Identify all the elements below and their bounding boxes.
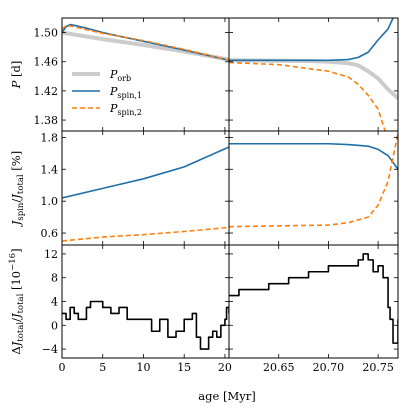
- x-tick-label: 10: [136, 361, 150, 374]
- y-tick-label: 1.4: [41, 163, 59, 176]
- y-tick-label: 0: [51, 319, 58, 332]
- panel-frame-left: [61, 130, 230, 246]
- x-tick-label: 20.70: [313, 361, 345, 374]
- x-tick-label: 5: [99, 361, 106, 374]
- panel-2: 0.6 1.0 1.4 1.8 Jspin/Jtotal [%]: [9, 130, 399, 246]
- x-tick-label: 20.75: [362, 361, 394, 374]
- series-orb-right: [229, 58, 398, 100]
- series-spin2-right: [229, 133, 398, 228]
- y-tick-label: 1.8: [41, 131, 59, 144]
- panel-1: 1.38 1.42 1.46 1.50 P [d] Porb Pspin,1 Pspin,2: [9, 17, 399, 132]
- panel-frame-left: [61, 244, 230, 359]
- x-tick-label: 20: [218, 361, 232, 374]
- y-tick-label: 1.38: [34, 114, 59, 127]
- x-tick-label: 0: [59, 361, 66, 374]
- legend: Porb Pspin,1 Pspin,2: [72, 68, 142, 117]
- series-spin2-left: [62, 24, 229, 62]
- series-orb-left: [62, 30, 229, 62]
- panels: 1.38 1.42 1.46 1.50 P [d] Porb Pspin,1 Pspin,2 0…: [8, 17, 399, 374]
- series-dJ-left: [62, 300, 229, 350]
- y-tick-label: 4: [51, 296, 58, 309]
- series-dJ-right: [229, 253, 398, 344]
- x-tick-label: 15: [177, 361, 191, 374]
- y-tick-label: 1.46: [34, 56, 59, 69]
- y-tick-label: 8: [51, 272, 58, 285]
- series-spin2-left: [62, 226, 229, 242]
- legend-label-spin2: Pspin,2: [109, 102, 142, 117]
- y-axis-label: Jspin/Jtotal [%]: [9, 151, 26, 227]
- series-spin2-right: [229, 61, 386, 131]
- legend-label-orb: Porb: [109, 68, 131, 83]
- y-tick-label: 1.42: [34, 85, 59, 98]
- x-tick-label: 20.65: [263, 361, 295, 374]
- series-spin1-right: [229, 142, 398, 170]
- y-axis-label: ΔJtotal/Jtotal [10−16]: [8, 248, 26, 354]
- y-tick-label: 12: [44, 248, 58, 261]
- y-axis-label: P [d]: [9, 61, 23, 90]
- y-tick-label: −4: [42, 343, 58, 356]
- x-axis-label: age [Myr]: [198, 389, 255, 403]
- y-tick-label: 0.6: [41, 227, 59, 240]
- legend-label-spin1: Pspin,1: [109, 85, 142, 100]
- y-tick-label: 1.50: [34, 27, 59, 40]
- series-spin1-right: [229, 18, 394, 62]
- y-tick-label: 1.0: [41, 195, 59, 208]
- series-spin1-left: [62, 146, 229, 199]
